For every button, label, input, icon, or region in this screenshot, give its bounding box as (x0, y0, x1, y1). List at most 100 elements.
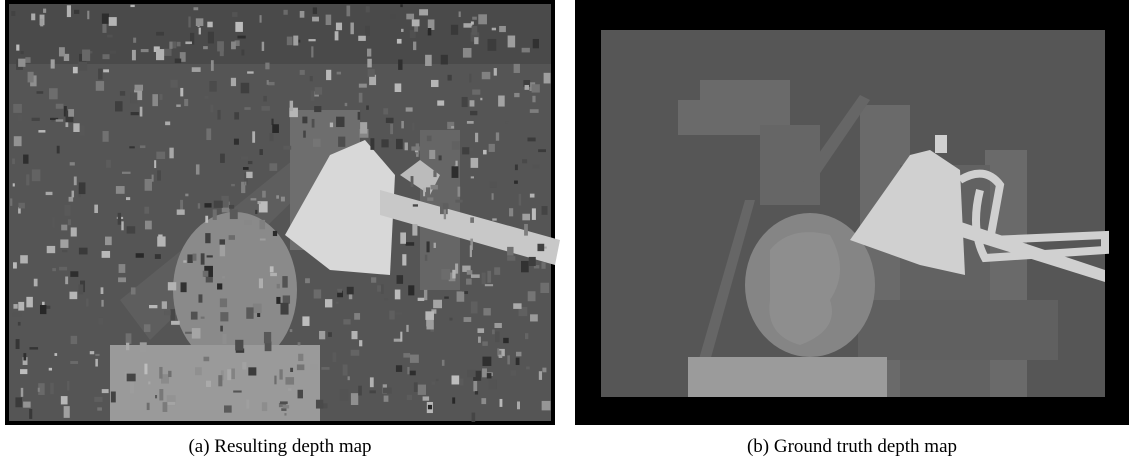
noise-speck (365, 26, 370, 36)
noise-speck (530, 314, 538, 321)
noise-speck (248, 367, 256, 375)
noise-speck (441, 269, 450, 280)
noise-speck (231, 184, 235, 186)
noise-speck (222, 276, 225, 278)
noise-speck (13, 104, 22, 113)
noise-speck (359, 93, 363, 103)
noise-speck (358, 386, 362, 396)
noise-speck (157, 236, 165, 246)
noise-speck (270, 266, 274, 272)
noise-speck (23, 155, 28, 164)
noise-speck (144, 207, 149, 214)
noise-speck (79, 248, 88, 255)
noise-speck (203, 46, 208, 49)
noise-speck (492, 329, 495, 334)
noise-speck (259, 220, 265, 229)
noise-speck (32, 118, 40, 121)
noise-speck (204, 203, 211, 207)
noise-speck (283, 295, 290, 303)
noise-speck (452, 166, 459, 178)
noise-speck (425, 311, 434, 320)
noise-speck (360, 122, 367, 134)
noise-speck (494, 68, 497, 76)
noise-speck (414, 26, 418, 32)
noise-speck (176, 104, 181, 106)
noise-speck (269, 133, 273, 141)
noise-speck (37, 91, 44, 94)
noise-speck (144, 324, 150, 332)
noise-speck (229, 235, 235, 240)
noise-speck (29, 347, 38, 350)
noise-speck (482, 368, 487, 377)
noise-speck (94, 397, 102, 402)
noise-speck (490, 182, 497, 188)
noise-speck (293, 36, 298, 46)
noise-speck (283, 10, 287, 15)
noise-speck (354, 313, 360, 320)
noise-speck (90, 351, 94, 354)
noise-speck (369, 390, 375, 393)
noise-speck (276, 195, 279, 198)
noise-speck (246, 399, 249, 408)
noise-speck (532, 208, 536, 220)
noise-speck (477, 328, 484, 333)
noise-speck (31, 13, 35, 20)
noise-speck (169, 42, 172, 49)
noise-speck (406, 107, 413, 111)
caption: (b) Ground truth depth map (747, 436, 957, 457)
noise-speck (471, 301, 478, 313)
noise-speck (220, 326, 223, 332)
noise-speck (38, 388, 40, 392)
noise-speck (472, 89, 480, 94)
noise-speck (444, 209, 446, 219)
noise-speck (481, 398, 486, 404)
noise-speck (192, 67, 201, 72)
noise-speck (12, 158, 15, 164)
noise-speck (426, 187, 430, 197)
noise-speck (168, 282, 176, 290)
noise-speck (235, 340, 243, 351)
noise-speck (115, 101, 123, 111)
noise-speck (418, 298, 425, 301)
noise-speck (288, 388, 291, 391)
noise-speck (164, 310, 171, 315)
noise-speck (370, 377, 374, 387)
noise-speck (400, 4, 402, 7)
noise-speck (208, 32, 214, 44)
noise-speck (398, 59, 402, 69)
noise-speck (427, 136, 432, 142)
noise-speck (152, 94, 158, 106)
noise-speck (472, 17, 477, 20)
noise-speck (515, 165, 518, 171)
noise-speck (542, 401, 551, 410)
noise-speck (56, 104, 64, 109)
noise-speck (198, 294, 202, 302)
noise-speck (273, 231, 277, 236)
noise-speck (312, 17, 319, 22)
noise-speck (368, 69, 375, 77)
noise-speck (343, 319, 350, 324)
noise-speck (284, 413, 286, 415)
noise-speck (281, 408, 286, 411)
noise-speck (328, 332, 332, 337)
noise-speck (452, 397, 455, 403)
noise-speck (413, 204, 418, 206)
noise-speck (127, 374, 136, 382)
noise-speck (193, 7, 198, 10)
noise-speck (497, 348, 499, 354)
noise-speck (283, 146, 291, 150)
noise-speck (277, 284, 280, 289)
noise-speck (441, 55, 448, 65)
noise-speck (227, 369, 231, 380)
noise-speck (336, 117, 344, 127)
noise-speck (257, 201, 260, 204)
noise-speck (57, 146, 60, 154)
noise-speck (46, 306, 50, 309)
noise-speck (498, 96, 505, 107)
noise-speck (187, 254, 192, 263)
noise-speck (68, 219, 71, 225)
noise-speck (46, 192, 53, 195)
noise-speck (163, 49, 171, 56)
noise-speck (336, 23, 342, 31)
noise-speck (169, 148, 173, 159)
